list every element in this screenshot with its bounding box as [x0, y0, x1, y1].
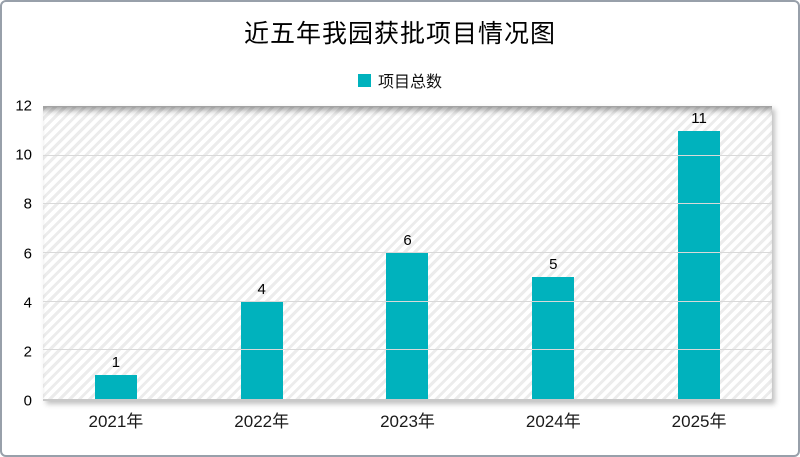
bar-cell-2024年: 5: [480, 107, 626, 399]
x-label-2023年: 2023年: [380, 412, 435, 431]
y-tick-label-10: 10: [15, 146, 32, 164]
legend-swatch-icon: [357, 73, 371, 87]
y-tick-label-8: 8: [23, 195, 32, 213]
bar-value-label-2021年: 1: [111, 353, 121, 371]
gridline-10: [43, 154, 772, 156]
bars-row: 1 4 6 5 11: [43, 107, 772, 399]
plot-area: 1 4 6 5 11: [43, 106, 772, 401]
chart-title: 近五年我园获批项目情况图: [243, 20, 556, 48]
bar-cell-2021年: 1: [43, 107, 189, 399]
x-label-2024年: 2024年: [525, 412, 581, 431]
bar-cell-2025年: 11: [626, 107, 772, 399]
gridline-4: [43, 300, 772, 302]
y-tick-label-6: 6: [23, 245, 32, 262]
bar-value-label-2023年: 6: [403, 232, 412, 249]
x-label-2021年: 2021年: [88, 412, 144, 431]
legend-label: 项目总数: [377, 74, 442, 91]
bar-2021年: [94, 374, 137, 399]
y-tick-label-12: 12: [15, 97, 32, 115]
bar-cell-2022年: 4: [189, 107, 335, 399]
gridline-8: [43, 203, 772, 205]
bar-2023年: [386, 253, 429, 399]
x-label-2025年: 2025年: [671, 412, 727, 431]
y-tick-label-0: 0: [23, 392, 32, 410]
gridline-2: [43, 349, 772, 351]
y-tick-label-2: 2: [23, 343, 32, 361]
bar-cell-2023年: 6: [335, 107, 481, 399]
bar-value-label-2025年: 11: [691, 110, 707, 128]
gridline-6: [43, 252, 772, 253]
y-axis: 0 2 4 6 8 10 12: [2, 99, 36, 409]
x-axis: 2021年 2022年 2023年 2024年 2025年: [43, 407, 772, 432]
bar-2025年: [678, 131, 721, 399]
x-label-2022年: 2022年: [234, 412, 290, 431]
bar-value-label-2024年: 5: [549, 256, 558, 274]
legend: 项目总数: [2, 68, 798, 92]
bar-value-label-2022年: 4: [257, 280, 266, 298]
bar-2024年: [532, 277, 575, 399]
y-tick-label-4: 4: [23, 294, 32, 312]
